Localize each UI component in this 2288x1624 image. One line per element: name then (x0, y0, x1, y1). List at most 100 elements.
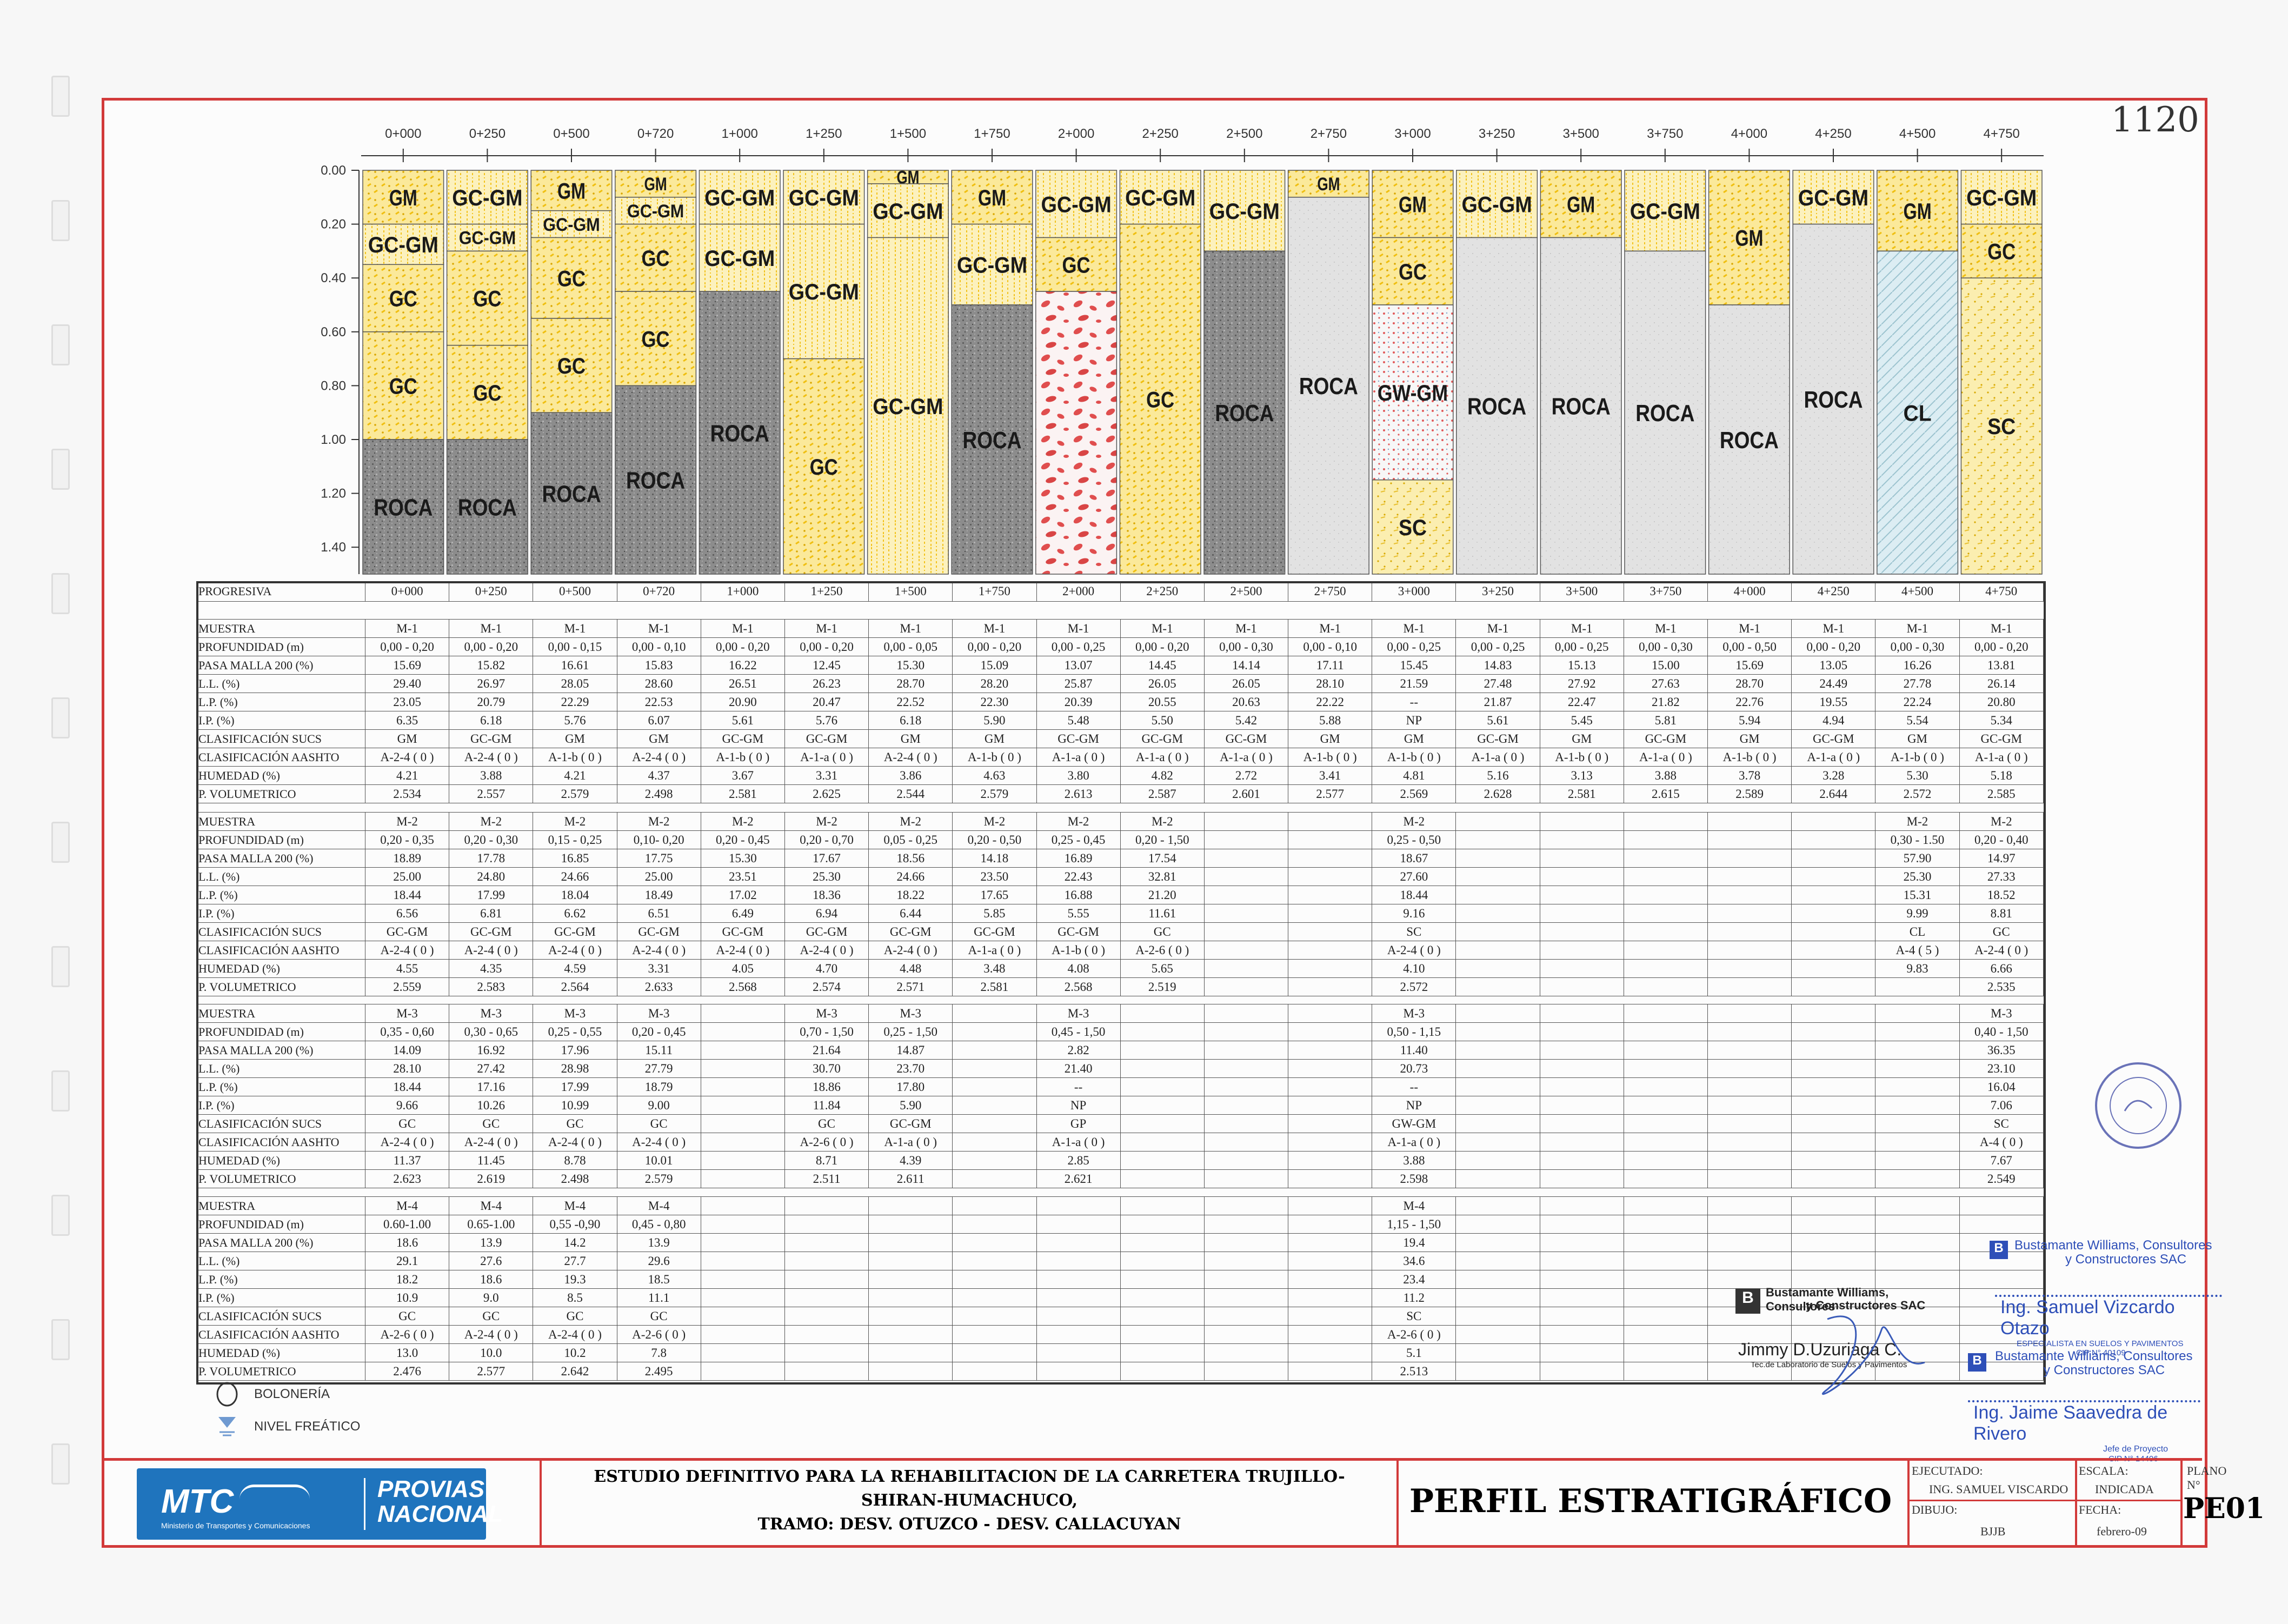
table-cell: 0,00 - 0,50 (1707, 637, 1792, 656)
table-cell: 0,00 - 0,25 (1036, 637, 1121, 656)
soil-layer-gc (362, 331, 444, 440)
table-cell (1623, 1196, 1708, 1215)
table-cell: 2.621 (1036, 1169, 1121, 1188)
table-cell: 2.615 (1623, 784, 1708, 803)
table-cell: A-2-4 ( 0 ) (449, 941, 534, 960)
table-cell (1707, 1252, 1792, 1270)
ejecutado-cell (1907, 1461, 2077, 1547)
table-cell: 22.29 (533, 693, 617, 711)
table-cell: 17.54 (1120, 849, 1205, 868)
table-cell: M-2 (449, 812, 534, 831)
station-label: 1+750 (974, 127, 1010, 141)
table-cell (1203, 849, 1289, 868)
table-cell: GC-GM (1120, 729, 1205, 748)
table-cell: 2.568 (700, 977, 785, 996)
sample-m4-table: MUESTRA M-4 M-4 M-4 M-4 M-4 PROFUNDIDAD (m) 0.6… (196, 1196, 2044, 1381)
row-label: CLASIFICACIÓN AASHTO (196, 1325, 365, 1344)
table-cell: 2.579 (616, 1169, 701, 1188)
soil-layer-roca (1624, 250, 1706, 575)
table-cell (1120, 1169, 1205, 1188)
table-cell (1203, 1362, 1289, 1381)
table-cell: A-2-4 ( 0 ) (364, 748, 450, 767)
table-row: I.P. (%) 10.9 9.0 8.5 11.1 11.2 (196, 1288, 2044, 1307)
table-cell (952, 1362, 1037, 1381)
plano-label: PLANO N° (2187, 1464, 2227, 1492)
table-cell: 3+250 (1455, 581, 1540, 602)
table-cell: 15.13 (1539, 656, 1624, 675)
soil-layer-gc-gm (446, 170, 528, 225)
soil-layer-label: GC-GM (452, 185, 522, 210)
table-cell (1707, 849, 1792, 868)
table-cell: A-4 ( 0 ) (1959, 1133, 2044, 1152)
table-cell: 18.56 (868, 849, 953, 868)
table-cell: 8.78 (533, 1151, 617, 1170)
table-cell: 2.572 (1875, 784, 1960, 803)
soil-layer-roca (530, 412, 613, 575)
soil-layer-label: GC-GM (1041, 191, 1112, 217)
table-cell: 18.52 (1959, 886, 2044, 904)
table-cell (1875, 1343, 1960, 1362)
soil-layer-label: GC-GM (543, 215, 600, 235)
progresiva-table: PROGRESIVA 0+000 0+250 0+500 0+720 1+000 1+250… (196, 581, 2044, 602)
table-cell: 2.628 (1455, 784, 1540, 803)
table-cell: 26.51 (700, 674, 785, 693)
table-cell: 2.568 (1036, 977, 1121, 996)
table-cell: A-2-4 ( 0 ) (449, 748, 534, 767)
table-cell (952, 1096, 1037, 1115)
soil-layer-gc-gm (1624, 170, 1706, 252)
table-cell: M-3 (533, 1004, 617, 1023)
table-cell (1203, 1059, 1289, 1078)
depth-tick-label: 0.00 (321, 163, 346, 178)
table-cell (1707, 1041, 1792, 1060)
table-cell: GC-GM (700, 729, 785, 748)
table-cell: 2.82 (1036, 1041, 1121, 1060)
study-cell (540, 1461, 1399, 1547)
soil-layer-roca (699, 291, 781, 575)
soil-layer-gm (1540, 170, 1622, 238)
table-cell (1203, 1196, 1289, 1215)
table-cell: 27.79 (616, 1059, 701, 1078)
soil-layer-roca (362, 439, 444, 575)
table-cell (1036, 1270, 1121, 1289)
stamp-company-name: Bustamante Williams, Consultores (2014, 1238, 2212, 1253)
ejecutado-label: EJECUTADO: (1912, 1464, 1983, 1477)
soil-layer-label: GC-GM (704, 185, 775, 210)
soil-layer-gc-gm (867, 237, 949, 575)
table-cell (1623, 922, 1708, 941)
table-cell: 14.18 (952, 849, 1037, 868)
table-cell: 2.587 (1120, 784, 1205, 803)
table-cell (1959, 1215, 2044, 1234)
table-cell: 9.66 (364, 1096, 450, 1115)
table-cell (1875, 1151, 1960, 1170)
table-cell: 23.51 (700, 867, 785, 886)
table-cell (1959, 1270, 2044, 1289)
stamp-company-name: Bustamante Williams, Consultores (1995, 1349, 2193, 1363)
table-cell: 4.48 (868, 959, 953, 978)
soil-layer-label: ROCA (1467, 394, 1526, 420)
table-cell (868, 1215, 953, 1234)
table-cell: 21.20 (1120, 886, 1205, 904)
table-cell: 2.544 (868, 784, 953, 803)
soil-layer-gc (446, 250, 528, 346)
study-title-line3: TRAMO: DESV. OTUZCO - DESV. CALLACUYAN (757, 1515, 1181, 1534)
logo-divider (364, 1478, 365, 1530)
table-cell: 16.88 (1036, 886, 1121, 904)
table-cell: 18.2 (364, 1270, 450, 1289)
table-cell: CL (1875, 922, 1960, 941)
station-label: 0+000 (385, 127, 421, 141)
station-label: 2+500 (1226, 127, 1262, 141)
table-cell: 0,25 - 0,50 (1372, 830, 1456, 849)
binder-hole (51, 324, 70, 365)
table-cell (700, 1077, 785, 1096)
table-cell (1791, 1252, 1876, 1270)
depth-tick-label: 0.60 (321, 325, 346, 340)
table-row: CLASIFICACIÓN AASHTO A-2-4 ( 0 ) A-2-4 ( 0… (196, 1133, 2044, 1152)
row-label: L.P. (%) (196, 693, 365, 711)
table-cell (1707, 1362, 1792, 1381)
table-cell: 2.534 (364, 784, 450, 803)
table-cell: 2.585 (1959, 784, 2044, 803)
table-row: CLASIFICACIÓN SUCS GC GC GC GC GC GC-GM GP GW-GM… (196, 1114, 2044, 1133)
table-cell: 23.50 (952, 867, 1037, 886)
table-cell: GC-GM (1036, 922, 1121, 941)
table-cell: M-3 (364, 1004, 450, 1023)
